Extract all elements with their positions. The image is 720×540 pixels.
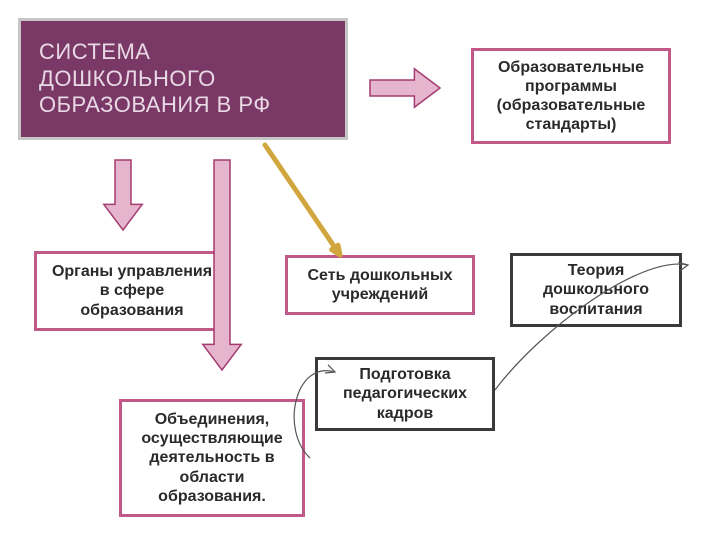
node-unions: Объединения, осуществляющие деятельность… [119,399,305,517]
node-organy: Органы управления в сфере образования [34,251,230,331]
title-box: СИСТЕМА ДОШКОЛЬНОГО ОБРАЗОВАНИЯ В РФ [18,18,348,140]
node-training: Подготовка педагогических кадров [315,357,495,431]
node-network: Сеть дошкольных учреждений [285,255,475,315]
node-theory: Теория дошкольного воспитания [510,253,682,327]
node-programs: Образовательные программы (образовательн… [471,48,671,144]
